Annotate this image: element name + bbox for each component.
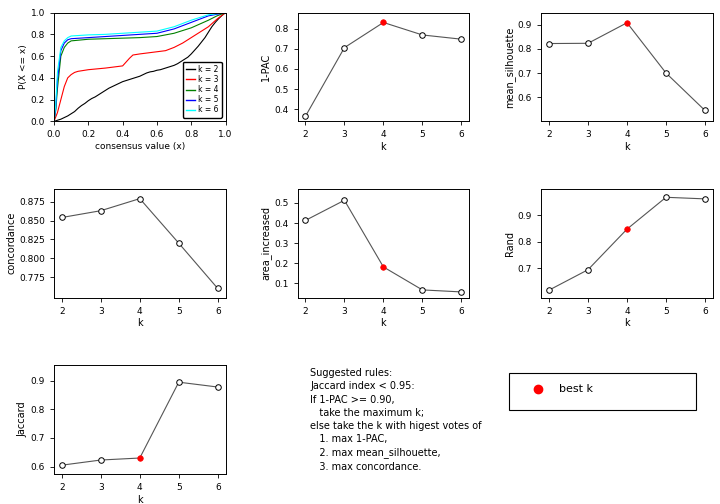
Y-axis label: mean_silhouette: mean_silhouette	[504, 26, 515, 108]
X-axis label: k: k	[624, 319, 630, 329]
Y-axis label: Rand: Rand	[505, 231, 515, 256]
X-axis label: k: k	[381, 319, 386, 329]
Text: best k: best k	[559, 384, 593, 394]
X-axis label: consensus value (x): consensus value (x)	[94, 142, 185, 151]
FancyBboxPatch shape	[509, 372, 696, 410]
X-axis label: k: k	[381, 142, 386, 152]
X-axis label: k: k	[137, 494, 143, 504]
Y-axis label: 1-PAC: 1-PAC	[261, 53, 271, 81]
Legend: k = 2, k = 3, k = 4, k = 5, k = 6: k = 2, k = 3, k = 4, k = 5, k = 6	[183, 62, 222, 117]
X-axis label: k: k	[624, 142, 630, 152]
Text: Suggested rules:
Jaccard index < 0.95:
If 1-PAC >= 0.90,
   take the maximum k;
: Suggested rules: Jaccard index < 0.95: I…	[310, 368, 482, 472]
Y-axis label: P(X <= x): P(X <= x)	[19, 45, 28, 89]
X-axis label: k: k	[137, 319, 143, 329]
Y-axis label: area_increased: area_increased	[261, 206, 271, 280]
Y-axis label: Jaccard: Jaccard	[18, 402, 28, 437]
Y-axis label: concordance: concordance	[6, 212, 17, 274]
